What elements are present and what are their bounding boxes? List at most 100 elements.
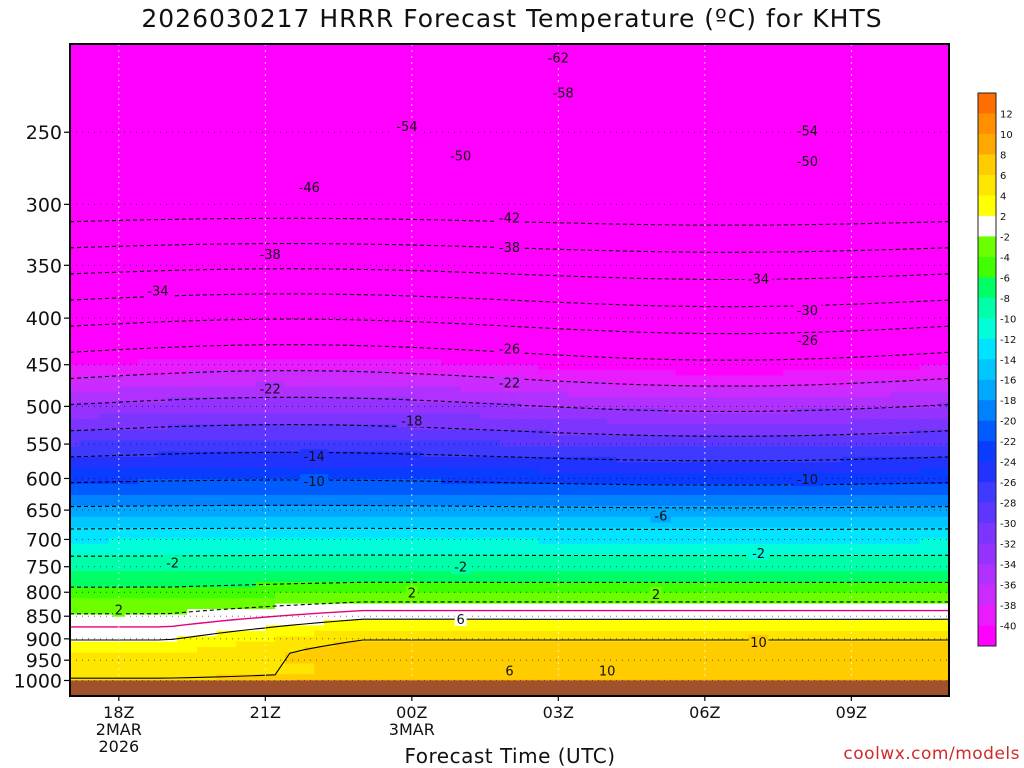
colorbar-label: 10 xyxy=(1000,130,1013,141)
contour-labels: -62-58-54 -54-50 -50-46-42-38 -38-34-34-30-… xyxy=(112,50,822,679)
contour-label-bg xyxy=(549,85,578,100)
contour-label: -10 xyxy=(304,475,325,490)
freezing-line xyxy=(70,609,949,628)
colorbar: 12 10 8 6 4 2 -2 -4 -6 -8 -10 -12 -14 -16 -18 -20 -22 -24… xyxy=(977,92,1016,647)
contour-label-bg xyxy=(446,148,475,163)
contour-label: 2 xyxy=(652,588,660,603)
contour-label: -62 xyxy=(548,52,569,67)
contour-label: -2 xyxy=(454,561,467,576)
contour-label: -46 xyxy=(299,181,320,196)
contour-label: -38 xyxy=(260,248,281,263)
contour-label: -50 xyxy=(797,155,818,170)
contour-label-bg xyxy=(454,611,467,626)
source-credit[interactable]: coolwx.com/models xyxy=(843,744,1020,764)
y-tick-label: 750 xyxy=(26,557,62,579)
contour-label-bg xyxy=(495,239,524,254)
x-tick-label: 21Z xyxy=(250,703,281,722)
colorbar-frame xyxy=(977,92,997,647)
colorbar-swatch xyxy=(978,215,996,237)
colorbar-swatch xyxy=(978,338,996,360)
y-tick-label: 700 xyxy=(26,529,62,551)
y-axis: 2503003504004505005506006507007508008509… xyxy=(14,122,70,692)
contour-6 xyxy=(70,639,949,679)
contour-label-bg xyxy=(748,545,769,560)
colorbar-label: 12 xyxy=(1000,109,1013,120)
contour-label: 10 xyxy=(750,636,767,651)
y-tick-label: 400 xyxy=(26,308,62,330)
contour-label-bg xyxy=(112,602,125,617)
x-tick-label: 18Z xyxy=(103,703,134,722)
colorbar-label: -14 xyxy=(1000,355,1016,366)
colorbar-swatch xyxy=(978,297,996,319)
contour-label-bg xyxy=(392,118,421,133)
colorbar-label: -16 xyxy=(1000,376,1016,387)
colorbar-swatch xyxy=(978,441,996,463)
x-tick-label: 06Z xyxy=(689,703,720,722)
y-tick-label: 350 xyxy=(26,255,62,277)
contour-label-bg xyxy=(300,449,329,464)
colorbar-label: -34 xyxy=(1000,560,1016,571)
contour-label-bg xyxy=(256,381,285,396)
colorbar-swatch xyxy=(978,625,996,647)
ground xyxy=(70,680,949,696)
contour-label: -54 xyxy=(396,120,417,135)
contour-label-bg xyxy=(793,154,822,169)
x-tick-label: 00Z xyxy=(396,703,427,722)
contour-label: -2 xyxy=(752,547,765,562)
x-tick-label: 09Z xyxy=(836,703,867,722)
colorbar-label: -32 xyxy=(1000,540,1016,551)
colorbar-label: -38 xyxy=(1000,601,1016,612)
colorbar-label: -30 xyxy=(1000,519,1016,530)
x-tick-label: 03Z xyxy=(543,703,574,722)
y-tick-label: 650 xyxy=(26,500,62,522)
contour-label-bg xyxy=(793,123,822,138)
colorbar-label: 6 xyxy=(1000,171,1006,182)
colorbar-swatch xyxy=(978,174,996,196)
contour-label: -42 xyxy=(499,211,520,226)
colorbar-swatch xyxy=(978,195,996,217)
contour-label: -50 xyxy=(450,149,471,164)
contour-label: -26 xyxy=(499,343,520,358)
contour-label-bg xyxy=(793,333,822,348)
y-tick-label: 500 xyxy=(26,396,62,418)
contour-label-bg xyxy=(495,210,524,225)
colorbar-swatch xyxy=(978,379,996,401)
chart-title: 2026030217 HRRR Forecast Temperature (ºC… xyxy=(141,4,883,33)
colorbar-swatch xyxy=(978,420,996,442)
colorbar-label: -40 xyxy=(1000,622,1016,633)
contour-label: -38 xyxy=(499,241,520,256)
contour-label-bg xyxy=(405,585,418,600)
colorbar-swatch xyxy=(978,359,996,381)
y-tick-label: 850 xyxy=(26,606,62,628)
y-tick-label: 1000 xyxy=(14,670,62,692)
y-tick-label: 600 xyxy=(26,468,62,490)
colorbar-swatch xyxy=(978,400,996,422)
colorbar-swatch xyxy=(978,605,996,626)
colorbar-swatch xyxy=(978,133,996,155)
contour-label: -6 xyxy=(654,510,667,525)
grid-lines xyxy=(70,44,949,696)
contour-label: -22 xyxy=(499,377,520,392)
contour-label: -34 xyxy=(147,284,168,299)
colorbar-label: -10 xyxy=(1000,314,1016,325)
contour-label: -22 xyxy=(260,383,281,398)
contour-label-bg xyxy=(495,341,524,356)
x-axis-label: Forecast Time (UTC) xyxy=(404,744,616,768)
colorbar-swatch xyxy=(978,93,996,114)
contour-label: 6 xyxy=(457,613,465,628)
y-tick-label: 300 xyxy=(26,194,62,216)
contour-label-bg xyxy=(748,634,769,649)
contour-label-bg xyxy=(503,663,516,678)
contour-label: -10 xyxy=(797,473,818,488)
contour-label: -2 xyxy=(166,556,179,571)
colorbar-swatch xyxy=(978,543,996,565)
contour-label-bg xyxy=(793,472,822,487)
x-tick-label: 2MAR xyxy=(96,720,142,739)
colorbar-swatch xyxy=(978,564,996,585)
temperature-field xyxy=(70,44,949,696)
contour-label: -26 xyxy=(797,334,818,349)
contour-2 xyxy=(70,618,949,641)
contour-label: 2 xyxy=(408,587,416,602)
contour-label: 6 xyxy=(505,664,513,679)
